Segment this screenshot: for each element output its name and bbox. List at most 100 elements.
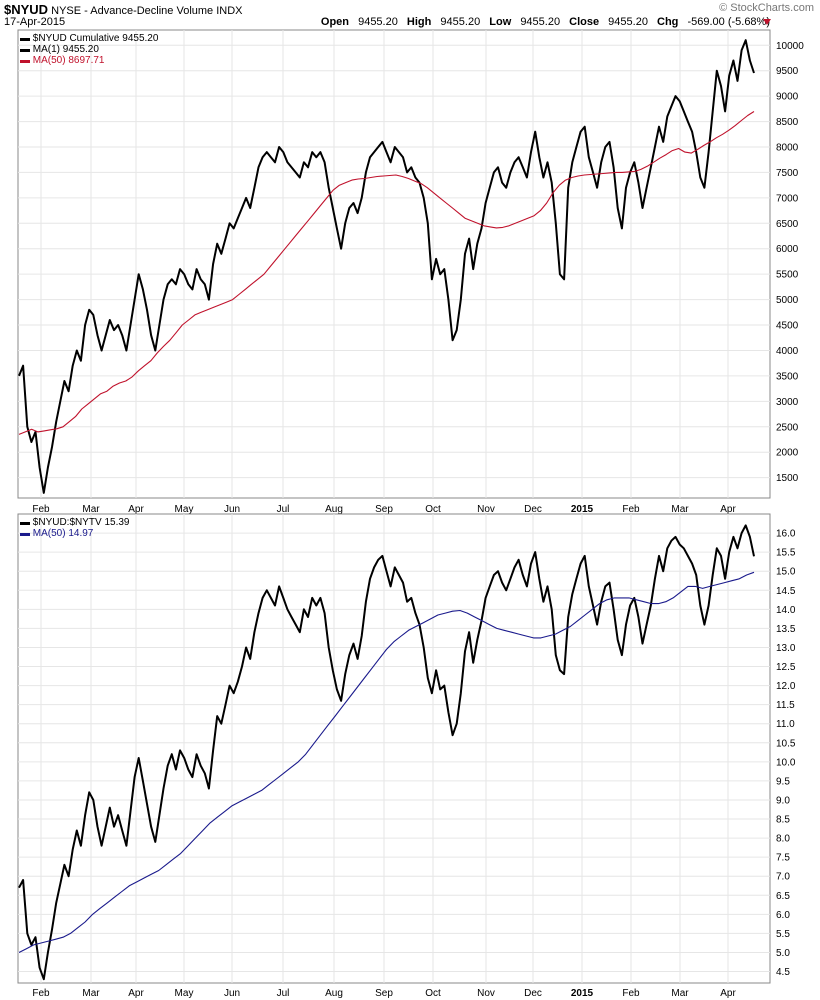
y-tick-label: 13.0 xyxy=(776,643,796,654)
x-tick-label: Nov xyxy=(477,504,495,515)
header-symbol: $NYUD xyxy=(4,2,49,17)
x-tick-label: Mar xyxy=(82,988,100,999)
legend-item-ma1: ▬ MA(1) 9455.20 xyxy=(20,44,99,55)
x-tick-label: Dec xyxy=(524,988,542,999)
y-tick-label: 10000 xyxy=(776,41,804,52)
low-value: 9455.20 xyxy=(520,16,561,28)
y-tick-label: 7500 xyxy=(776,168,799,179)
legend-item-ma50: ▬ MA(50) 8697.71 xyxy=(20,55,105,66)
x-tick-label: Mar xyxy=(82,504,100,515)
x-tick-label: Nov xyxy=(477,988,495,999)
y-tick-label: 7.0 xyxy=(776,872,790,883)
x-tick-label: Sep xyxy=(375,988,393,999)
x-tick-label: Jun xyxy=(224,988,240,999)
down-arrow-icon xyxy=(763,19,771,25)
x-tick-label: Apr xyxy=(720,988,736,999)
x-tick-label: 2015 xyxy=(571,504,594,515)
legend-label: $NYUD:$NYTV 15.39 xyxy=(32,517,130,528)
watermark: © StockCharts.com xyxy=(719,2,814,14)
y-tick-label: 5.0 xyxy=(776,948,790,959)
y-tick-label: 5500 xyxy=(776,270,799,281)
y-tick-label: 4.5 xyxy=(776,967,790,978)
y-tick-label: 4000 xyxy=(776,346,799,357)
panel2-legend: ▬ $NYUD:$NYTV 15.39 ▬ MA(50) 14.97 xyxy=(20,517,130,539)
price-series-line xyxy=(18,39,755,494)
close-value: 9455.20 xyxy=(608,16,648,28)
legend-label: MA(50) 14.97 xyxy=(32,528,94,539)
y-tick-label: 9.0 xyxy=(776,795,790,806)
x-tick-label: Apr xyxy=(128,988,144,999)
y-tick-label: 3000 xyxy=(776,397,799,408)
x-tick-label: Jun xyxy=(224,504,240,515)
chg-value: -569.00 (-5.68%) xyxy=(687,16,770,28)
header-type: INDX xyxy=(216,5,243,17)
y-tick-label: 10.0 xyxy=(776,757,796,768)
y-tick-label: 12.5 xyxy=(776,662,796,673)
legend-label: MA(50) 8697.71 xyxy=(32,55,105,66)
y-tick-label: 7.5 xyxy=(776,853,790,864)
y-tick-label: 15.5 xyxy=(776,548,796,559)
y-tick-label: 3500 xyxy=(776,371,799,382)
low-label: Low xyxy=(489,16,512,28)
ma50-series-line xyxy=(18,571,755,953)
y-tick-label: 9500 xyxy=(776,66,799,77)
x-tick-label: Feb xyxy=(622,988,640,999)
x-tick-label: Feb xyxy=(32,988,50,999)
y-tick-label: 8.5 xyxy=(776,815,790,826)
y-tick-label: 6.5 xyxy=(776,891,790,902)
legend-label: $NYUD Cumulative 9455.20 xyxy=(32,33,159,44)
legend-label: MA(1) 9455.20 xyxy=(32,44,99,55)
x-tick-label: Jul xyxy=(277,988,290,999)
y-tick-label: 5.5 xyxy=(776,929,790,940)
x-tick-label: Feb xyxy=(32,504,50,515)
x-tick-label: May xyxy=(175,504,194,515)
y-tick-label: 6.0 xyxy=(776,910,790,921)
y-tick-label: 15.0 xyxy=(776,567,796,578)
price-series-line xyxy=(18,524,755,981)
x-tick-label: Oct xyxy=(425,504,441,515)
y-tick-label: 6500 xyxy=(776,219,799,230)
high-label: High xyxy=(406,16,432,28)
y-tick-label: 11.5 xyxy=(776,700,795,711)
y-tick-label: 16.0 xyxy=(776,529,796,540)
open-label: Open xyxy=(320,16,350,28)
y-tick-label: 14.0 xyxy=(776,605,796,616)
x-tick-label: Feb xyxy=(622,504,640,515)
legend-item-cumulative: ▬ $NYUD Cumulative 9455.20 xyxy=(20,33,159,44)
legend-item-ratio-ma50: ▬ MA(50) 14.97 xyxy=(20,528,94,539)
x-tick-label: Mar xyxy=(671,504,689,515)
ohlc-readout: Open 9455.20 High 9455.20 Low 9455.20 Cl… xyxy=(315,16,770,28)
y-tick-label: 8500 xyxy=(776,117,799,128)
y-tick-label: 9000 xyxy=(776,92,799,103)
y-tick-label: 5000 xyxy=(776,295,799,306)
y-tick-label: 8.0 xyxy=(776,834,790,845)
x-tick-label: Jul xyxy=(277,504,290,515)
y-tick-label: 1500 xyxy=(776,473,799,484)
panel-frame xyxy=(17,29,771,499)
x-tick-label: Oct xyxy=(425,988,441,999)
x-tick-label: Mar xyxy=(671,988,689,999)
high-value: 9455.20 xyxy=(440,16,481,28)
open-value: 9455.20 xyxy=(358,16,398,28)
x-tick-label: Apr xyxy=(720,504,736,515)
y-tick-label: 4500 xyxy=(776,321,799,332)
y-tick-label: 13.5 xyxy=(776,624,796,635)
y-tick-label: 10.5 xyxy=(776,738,796,749)
x-tick-label: Apr xyxy=(128,504,144,515)
y-tick-label: 2000 xyxy=(776,448,799,459)
chart-header-title: $NYUD NYSE - Advance-Decline Volume INDX xyxy=(4,2,243,17)
x-tick-label: 2015 xyxy=(571,988,594,999)
x-tick-label: Aug xyxy=(325,504,343,515)
y-tick-label: 12.0 xyxy=(776,681,796,692)
y-tick-label: 2500 xyxy=(776,422,799,433)
y-tick-label: 7000 xyxy=(776,193,799,204)
y-tick-label: 14.5 xyxy=(776,586,796,597)
close-label: Close xyxy=(569,16,600,28)
y-tick-label: 9.5 xyxy=(776,776,790,787)
y-tick-label: 11.0 xyxy=(776,719,795,730)
panel-frame xyxy=(17,513,771,984)
x-tick-label: Aug xyxy=(325,988,343,999)
y-tick-label: 6000 xyxy=(776,244,799,255)
header-date: 17-Apr-2015 xyxy=(4,16,66,28)
